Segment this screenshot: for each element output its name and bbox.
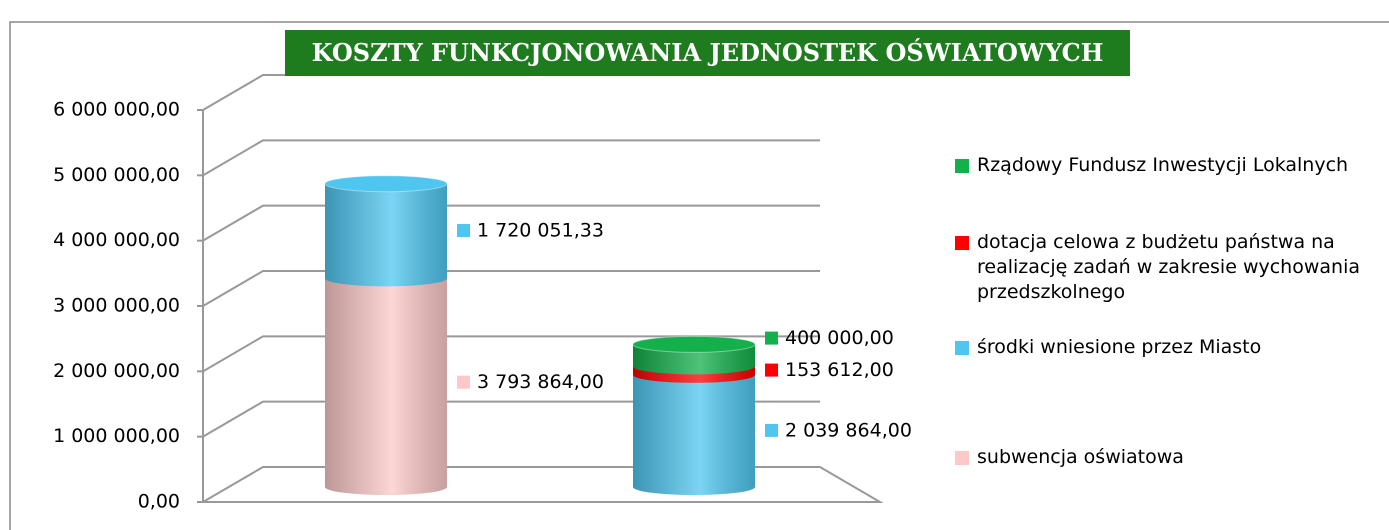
legend-swatch [955, 341, 969, 355]
legend-label: subwencja oświatowa [977, 446, 1184, 468]
label-marker [765, 363, 778, 377]
legend-swatch [955, 159, 969, 173]
cylinder-shade [633, 344, 755, 375]
grid-line [202, 74, 820, 111]
data-label: 400 000,00 [785, 327, 894, 349]
grid-line [202, 270, 820, 307]
grid-line [202, 139, 820, 177]
legend-label: Rządowy Fundusz Inwestycji Lokalnych [977, 154, 1349, 176]
cylinder-shade [325, 183, 447, 287]
y-tick-label: 2 000 000,00 [53, 360, 180, 382]
cylinder-segment [632, 335, 756, 375]
data-label: 2 039 864,00 [785, 419, 912, 441]
floor [202, 466, 884, 503]
cylinder-top [324, 175, 448, 193]
y-tick-label: 3 000 000,00 [53, 295, 180, 317]
data-label: 1 720 051,33 [477, 220, 604, 242]
cylinder-top [632, 335, 756, 353]
chart-title: KOSZTY FUNKCJONOWANIA JEDNOSTEK OŚWIATOW… [285, 30, 1130, 76]
grid-line [202, 335, 820, 373]
data-label: 3 793 864,00 [477, 371, 604, 393]
label-marker [765, 331, 778, 345]
cylinder-shade [325, 278, 447, 495]
legend-item: dotacja celowa z budżetu państwa na real… [955, 230, 1389, 305]
legend-label: środki wniesione przez Miasto [977, 336, 1262, 358]
y-tick-label: 5 000 000,00 [53, 164, 180, 186]
grid-line [202, 204, 820, 242]
cylinder-segment [325, 278, 447, 495]
legend-swatch [955, 451, 969, 465]
legend-item: Rządowy Fundusz Inwestycji Lokalnych [955, 153, 1389, 178]
cylinder-segment [324, 175, 448, 287]
legend-item: subwencja oświatowa [955, 445, 1389, 470]
y-tick-label: 1 000 000,00 [53, 425, 180, 447]
legend-swatch [955, 236, 969, 250]
data-label: 153 612,00 [785, 359, 894, 381]
legend-label: dotacja celowa z budżetu państwa na real… [977, 231, 1360, 303]
label-marker [457, 224, 470, 238]
chart-frame [9, 21, 1389, 530]
cylinder-segment [633, 374, 755, 495]
cylinder-shade [633, 374, 755, 495]
y-tick-label: 6 000 000,00 [53, 99, 180, 121]
y-tick-label: 0,00 [138, 491, 180, 513]
label-marker [457, 375, 470, 389]
legend-item: środki wniesione przez Miasto [955, 335, 1389, 360]
label-marker [765, 423, 778, 437]
y-tick-label: 4 000 000,00 [53, 229, 180, 251]
